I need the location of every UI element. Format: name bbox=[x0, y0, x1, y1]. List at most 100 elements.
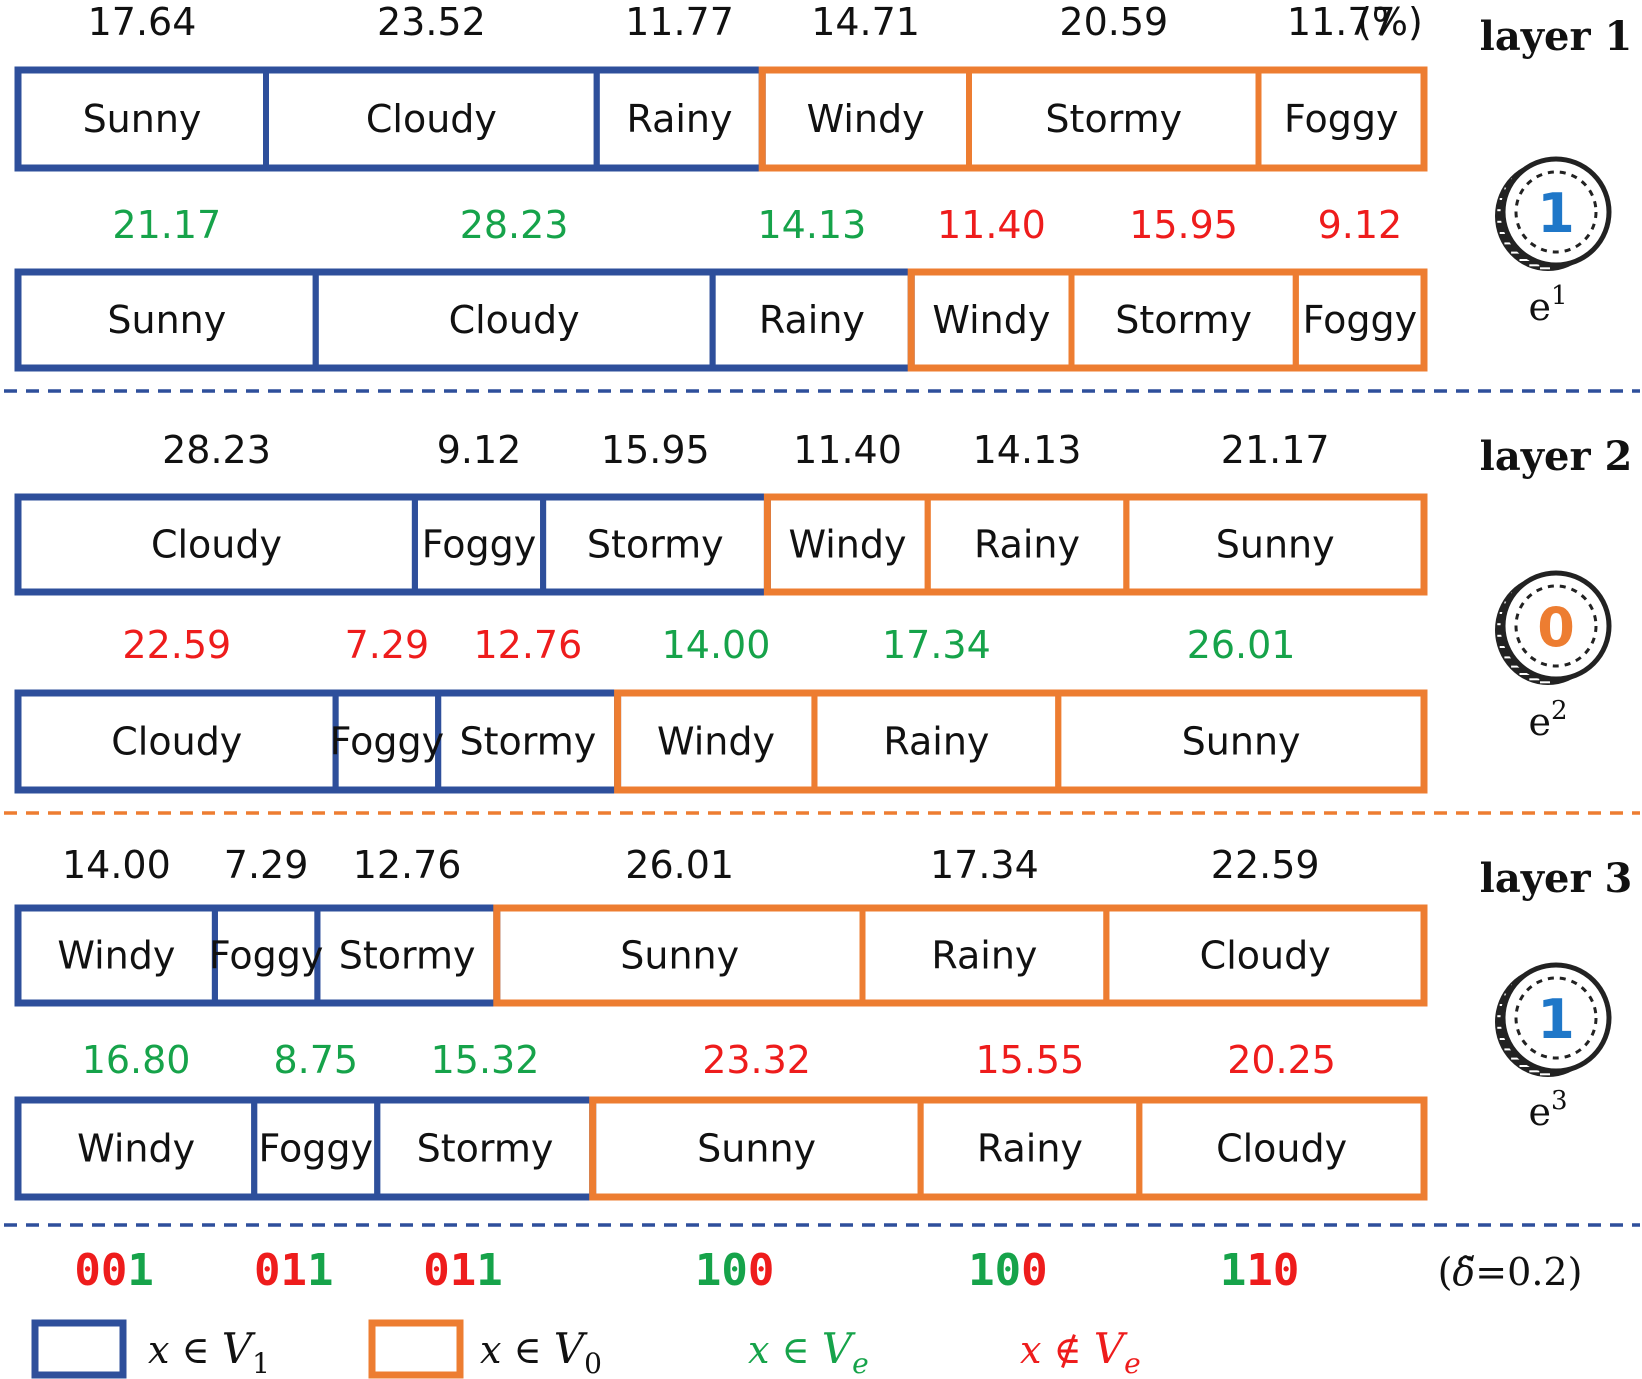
coin-label-sup: 2 bbox=[1551, 696, 1568, 726]
legend-relation: ∈ bbox=[169, 1328, 221, 1372]
segment-percentage: 20.25 bbox=[1227, 1038, 1336, 1082]
legend-text: x ∈ V1 bbox=[148, 1324, 270, 1379]
segment-percentage: 26.01 bbox=[625, 843, 734, 887]
segment-percentage: 11.40 bbox=[937, 203, 1046, 247]
legend-var: x bbox=[480, 1328, 501, 1372]
segment-percentage: 15.95 bbox=[601, 428, 710, 472]
segment-label: Windy bbox=[807, 97, 925, 141]
segment-percentage: 11.77 bbox=[1287, 0, 1396, 44]
segment-label: Cloudy bbox=[1200, 934, 1331, 978]
layer-2-row-1: Cloudy 28.23 Foggy 9.12 Stormy 15.95 Windy 11.4… bbox=[14, 428, 1428, 596]
segment-percentage: 22.59 bbox=[122, 623, 231, 667]
legend-item: x ∉ Ve bbox=[1020, 1324, 1141, 1379]
legend-var: x bbox=[1020, 1328, 1041, 1372]
segment-label: Windy bbox=[657, 720, 775, 764]
code-bits: 110 bbox=[1220, 1245, 1300, 1296]
coin-digit: 1 bbox=[1537, 988, 1575, 1051]
segment-percentage: 17.64 bbox=[88, 0, 197, 44]
segment-label: Stormy bbox=[417, 1127, 554, 1171]
coin-digit: 0 bbox=[1537, 596, 1575, 659]
code-bit: 0 bbox=[721, 1245, 748, 1296]
layer-3-row-1: Windy 14.00 Foggy 7.29 Stormy 12.76 Sunny 26.01… bbox=[14, 843, 1428, 1007]
legend-item: x ∈ V0 bbox=[368, 1319, 602, 1379]
segment-percentage: 23.32 bbox=[702, 1038, 811, 1082]
delta-open: ( bbox=[1438, 1250, 1453, 1294]
legend-text: x ∉ Ve bbox=[1020, 1324, 1141, 1379]
segment-label: Stormy bbox=[1115, 298, 1252, 342]
group-box-orange bbox=[763, 493, 1428, 596]
layer-1: Sunny 17.64 Cloudy 23.52 Rainy 11.77 Windy 14.7… bbox=[14, 0, 1633, 372]
segment-percentage: 15.95 bbox=[1129, 203, 1238, 247]
segment-percentage: 14.13 bbox=[758, 203, 867, 247]
legend-var: x bbox=[148, 1328, 169, 1372]
segment-percentage: 7.29 bbox=[345, 623, 430, 667]
code-bit: 1 bbox=[1246, 1245, 1273, 1296]
segment-label: Windy bbox=[932, 298, 1050, 342]
code-bit: 0 bbox=[995, 1245, 1022, 1296]
coin-icon: 0 bbox=[1495, 570, 1612, 685]
layer-1-row-2: Sunny 21.17 Cloudy 28.23 Rainy 14.13 Windy 11.4… bbox=[14, 203, 1428, 372]
segment-percentage: 12.76 bbox=[474, 623, 583, 667]
legend-set: V bbox=[822, 1324, 856, 1373]
delta-rest: =0.2) bbox=[1475, 1250, 1582, 1294]
segment-percentage: 14.00 bbox=[62, 843, 171, 887]
segment-percentage: 14.71 bbox=[811, 0, 920, 44]
layer-title: layer 3 bbox=[1480, 855, 1633, 902]
layer-title: layer 2 bbox=[1480, 433, 1633, 480]
group-box-orange bbox=[758, 66, 1428, 172]
segment-label: Rainy bbox=[931, 934, 1037, 978]
coin-label-sup: 1 bbox=[1551, 281, 1568, 311]
segment-label: Cloudy bbox=[151, 523, 282, 567]
segment-label: Sunny bbox=[1182, 720, 1301, 764]
legend-swatch bbox=[368, 1319, 464, 1379]
segment-label: Rainy bbox=[883, 720, 989, 764]
segment-label: Windy bbox=[57, 934, 175, 978]
layer-3-row-2: Windy 16.80 Foggy 8.75 Stormy 15.32 Sunny 23.32… bbox=[14, 1038, 1428, 1201]
code-bit: 1 bbox=[127, 1245, 154, 1296]
segment-percentage: 28.23 bbox=[162, 428, 271, 472]
legend-set: V bbox=[554, 1324, 588, 1373]
coin-label-base: e bbox=[1528, 1090, 1551, 1134]
segment-percentage: 21.17 bbox=[112, 203, 221, 247]
legend-subscript: e bbox=[852, 1347, 869, 1379]
segment-label: Windy bbox=[77, 1127, 195, 1171]
segment-percentage: 15.32 bbox=[431, 1038, 540, 1082]
segment-percentage: 8.75 bbox=[273, 1038, 358, 1082]
segment-label: Stormy bbox=[460, 720, 597, 764]
segment-percentage: 21.17 bbox=[1221, 428, 1330, 472]
code-bit: 0 bbox=[254, 1245, 281, 1296]
code-bits: 011 bbox=[423, 1245, 503, 1296]
legend-swatch bbox=[31, 1319, 127, 1379]
code-bits: 100 bbox=[968, 1245, 1048, 1296]
segment-label: Sunny bbox=[697, 1127, 816, 1171]
code-bit: 0 bbox=[74, 1245, 101, 1296]
segment-percentage: 22.59 bbox=[1211, 843, 1320, 887]
segment-percentage: 17.34 bbox=[882, 623, 991, 667]
segment-label: Rainy bbox=[759, 298, 865, 342]
segment-label: Cloudy bbox=[111, 720, 242, 764]
legend-text: x ∈ Ve bbox=[748, 1324, 869, 1379]
layer-2: Cloudy 28.23 Foggy 9.12 Stormy 15.95 Windy 11.4… bbox=[14, 428, 1633, 794]
segment-percentage: 9.12 bbox=[1318, 203, 1403, 247]
coin-label-base: e bbox=[1528, 285, 1551, 329]
coin-label: e3 bbox=[1528, 1086, 1567, 1134]
code-bit: 1 bbox=[968, 1245, 995, 1296]
group-box-orange bbox=[589, 1096, 1428, 1201]
segment-percentage: 11.40 bbox=[793, 428, 902, 472]
segment-percentage: 14.00 bbox=[662, 623, 771, 667]
segment-label: Cloudy bbox=[1216, 1127, 1347, 1171]
code-row: 001 011 011 100 100 110 bbox=[74, 1245, 1299, 1296]
code-bit: 1 bbox=[450, 1245, 477, 1296]
segment-label: Cloudy bbox=[449, 298, 580, 342]
segment-label: Windy bbox=[789, 523, 907, 567]
code-bit: 0 bbox=[101, 1245, 128, 1296]
coin-icon: 1 bbox=[1495, 962, 1612, 1077]
segment-percentage: 9.12 bbox=[437, 428, 522, 472]
coin-label-base: e bbox=[1528, 700, 1551, 744]
legend-set: V bbox=[1094, 1324, 1128, 1373]
segment-label: Cloudy bbox=[366, 97, 497, 141]
layer-title: layer 1 bbox=[1480, 13, 1633, 60]
layer-1-row-1: Sunny 17.64 Cloudy 23.52 Rainy 11.77 Windy 14.7… bbox=[14, 0, 1428, 172]
group-box-orange bbox=[907, 268, 1428, 372]
